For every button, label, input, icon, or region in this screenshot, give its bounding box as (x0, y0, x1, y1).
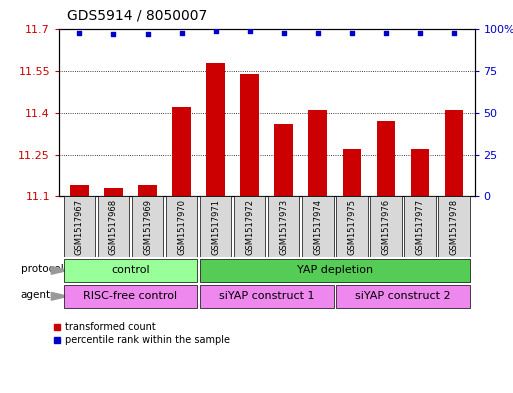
Bar (200, 285, 333, 308)
Bar (274, 124, 293, 196)
Text: GSM1517978: GSM1517978 (449, 199, 459, 255)
Bar (64, 196, 95, 257)
Text: GDS5914 / 8050007: GDS5914 / 8050007 (67, 9, 207, 23)
Point (416, 29, 424, 36)
Text: YAP depletion: YAP depletion (297, 265, 373, 275)
Point (144, 31, 152, 38)
Bar (200, 196, 231, 257)
Bar (370, 196, 402, 257)
Bar (132, 196, 163, 257)
Bar (200, 259, 470, 282)
Point (450, 29, 458, 36)
Point (348, 29, 356, 36)
Bar (268, 196, 300, 257)
Point (280, 29, 288, 36)
Text: GSM1517976: GSM1517976 (382, 199, 390, 255)
Bar (445, 110, 463, 196)
Bar (234, 196, 265, 257)
Bar (411, 149, 429, 196)
Text: GSM1517969: GSM1517969 (143, 199, 152, 255)
Text: GSM1517971: GSM1517971 (211, 199, 220, 255)
Point (314, 29, 322, 36)
Bar (302, 196, 333, 257)
Legend: transformed count, percentile rank within the sample: transformed count, percentile rank withi… (53, 322, 230, 345)
Bar (336, 285, 470, 308)
Text: control: control (111, 265, 150, 275)
Bar (104, 188, 123, 196)
Text: protocol: protocol (21, 264, 64, 274)
Text: GSM1517967: GSM1517967 (75, 199, 84, 255)
Point (211, 28, 220, 34)
Bar (166, 196, 198, 257)
Bar (336, 196, 368, 257)
Bar (70, 185, 89, 196)
Text: GSM1517975: GSM1517975 (347, 199, 357, 255)
Text: siYAP construct 2: siYAP construct 2 (355, 291, 451, 301)
Bar (439, 196, 470, 257)
Text: siYAP construct 1: siYAP construct 1 (219, 291, 314, 301)
Bar (241, 74, 259, 196)
Text: GSM1517972: GSM1517972 (245, 199, 254, 255)
Text: RISC-free control: RISC-free control (84, 291, 177, 301)
Point (109, 31, 117, 38)
Text: GSM1517968: GSM1517968 (109, 199, 118, 255)
Bar (308, 110, 327, 196)
Point (382, 29, 390, 36)
Point (75, 29, 84, 36)
Bar (206, 63, 225, 196)
Bar (98, 196, 129, 257)
Text: GSM1517977: GSM1517977 (416, 199, 425, 255)
Text: GSM1517973: GSM1517973 (279, 199, 288, 255)
Bar (64, 285, 198, 308)
Text: agent: agent (21, 290, 51, 300)
Bar (404, 196, 436, 257)
Point (177, 29, 186, 36)
Text: GSM1517970: GSM1517970 (177, 199, 186, 255)
Text: GSM1517974: GSM1517974 (313, 199, 322, 255)
Polygon shape (51, 266, 68, 274)
Bar (377, 121, 396, 196)
Bar (343, 149, 361, 196)
Point (246, 28, 254, 34)
Bar (138, 185, 157, 196)
Polygon shape (51, 292, 68, 300)
Bar (64, 259, 198, 282)
Bar (172, 107, 191, 196)
